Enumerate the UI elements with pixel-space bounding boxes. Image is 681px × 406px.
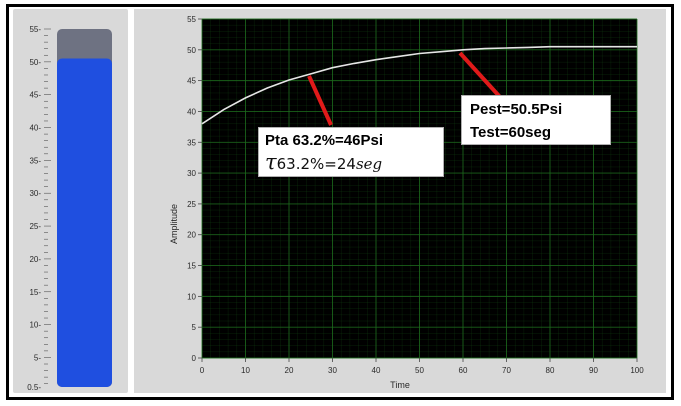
x-tick-label: 70 — [502, 366, 511, 375]
annotation-pta-line1: Pta 63.2%=46Psi — [265, 132, 384, 149]
y-tick-label: 5 — [192, 323, 197, 332]
y-tick-label: 40 — [187, 107, 196, 116]
annotation-pointer-pest — [458, 51, 502, 99]
tau-equals: =24 — [324, 155, 356, 173]
tank-tick-label: 15- — [29, 288, 41, 297]
series-line — [201, 45, 637, 125]
tank-indicator-panel: 55- 50- 45- 40- 35- 30- 25- 20- 15- 10- 5- 0.5- — [13, 9, 128, 393]
tank-tick-label: 40- — [29, 124, 41, 133]
y-tick-label: 35 — [187, 138, 196, 147]
tau-subscript: 63.2% — [276, 155, 325, 173]
y-tick-label: 0 — [192, 354, 197, 363]
tank-tick-label: 45- — [29, 91, 41, 100]
tank-tick-label: 55- — [29, 25, 41, 34]
x-tick-label: 0 — [200, 366, 205, 375]
x-tick-label: 100 — [630, 366, 644, 375]
y-tick-label: 50 — [187, 46, 196, 55]
x-tick-label: 40 — [372, 366, 381, 375]
annotation-pta: Pta 63.2%=46Psi τ63.2%=24seg — [258, 127, 444, 177]
y-axis: 0 5 10 15 20 25 30 35 40 45 50 55 — [187, 15, 202, 363]
x-tick-label: 10 — [241, 366, 250, 375]
tank-tick-label: 50- — [29, 58, 41, 67]
annotation-tau: τ63.2%=24seg — [265, 151, 437, 175]
y-tick-label: 25 — [187, 200, 196, 209]
tank-tick-label: 35- — [29, 156, 41, 165]
tank-tick-label: 25- — [29, 222, 41, 231]
annotation-pointer-pta — [307, 75, 333, 126]
y-axis-title: Amplitude — [169, 204, 179, 244]
y-tick-label: 15 — [187, 262, 196, 271]
x-axis: 0 10 20 30 40 50 60 70 80 90 100 — [200, 358, 644, 375]
tank-fill — [57, 58, 112, 387]
x-tick-label: 80 — [546, 366, 555, 375]
y-tick-label: 20 — [187, 231, 196, 240]
x-tick-label: 60 — [459, 366, 468, 375]
tank-scale: 55- 50- 45- 40- 35- 30- 25- 20- 15- 10- 5- 0.5- — [27, 25, 51, 392]
annotation-pest: Pest=50.5Psi Test=60seg — [461, 95, 611, 145]
x-axis-title: Time — [390, 380, 410, 390]
tank-tick-label: 0.5- — [27, 383, 41, 392]
x-tick-label: 30 — [328, 366, 337, 375]
waveform-chart-panel: 0 10 20 30 40 50 60 70 80 90 100 0 5 10 15 20 25 30 35 40 4… — [134, 9, 666, 393]
x-tick-label: 50 — [415, 366, 424, 375]
tank-tick-label: 5- — [34, 353, 41, 362]
tank-svg: 55- 50- 45- 40- 35- 30- 25- 20- 15- 10- 5- 0.5- — [27, 25, 112, 392]
waveform-chart-svg: 0 10 20 30 40 50 60 70 80 90 100 0 5 10 15 20 25 30 35 40 4… — [169, 15, 644, 390]
y-tick-label: 45 — [187, 77, 196, 86]
tau-symbol: τ — [265, 150, 277, 174]
tau-unit: seg — [355, 155, 383, 173]
x-tick-label: 90 — [589, 366, 598, 375]
tank-tick-label: 20- — [29, 255, 41, 264]
annotation-pest-line1: Pest=50.5Psi — [470, 101, 563, 118]
x-tick-label: 20 — [285, 366, 294, 375]
tank-tick-label: 10- — [29, 321, 41, 330]
tank-tick-label: 30- — [29, 189, 41, 198]
y-tick-label: 30 — [187, 169, 196, 178]
y-tick-label: 55 — [187, 15, 196, 24]
y-tick-label: 10 — [187, 292, 196, 301]
annotation-pest-line2: Test=60seg — [470, 124, 552, 141]
